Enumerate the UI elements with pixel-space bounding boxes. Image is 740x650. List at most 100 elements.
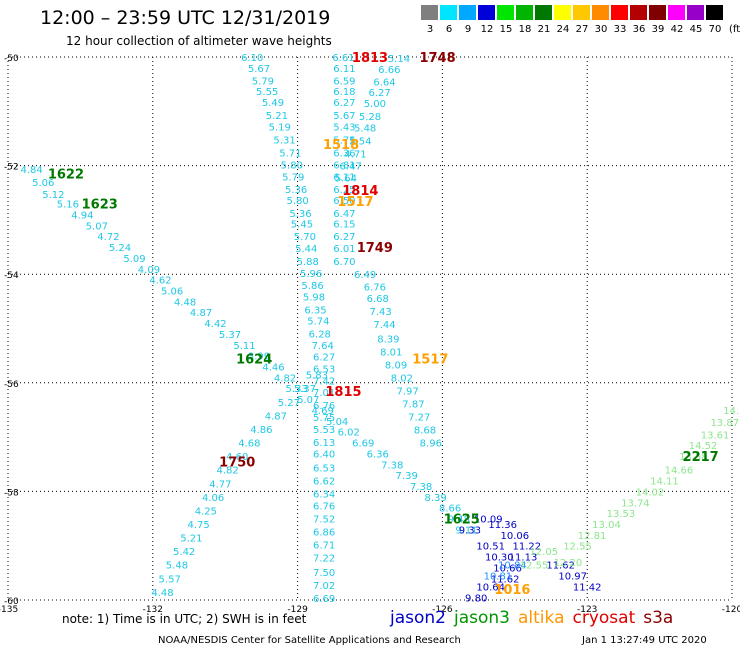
wave-height-label: 12.55 [520, 561, 549, 572]
wave-height-label: 4.82 [216, 466, 238, 477]
legend-swatch [459, 5, 476, 20]
wave-height-label: 14.02 [636, 487, 665, 498]
satellite-cryosat: cryosat [572, 608, 636, 628]
wave-height-label: 5.09 [123, 254, 145, 265]
wave-height-label: 6.36 [333, 149, 355, 160]
legend-swatch [592, 5, 609, 20]
wave-height-label: 5.49 [262, 98, 284, 109]
wave-height-label: 5.71 [279, 149, 301, 160]
pass-labels: 1813 5.146.666.646.275.005.285.485.544.71… [48, 51, 719, 598]
lon-tick-label: -126 [432, 605, 453, 615]
wave-height-label: 6.27 [333, 232, 355, 243]
pass-time-label: 1814 [342, 184, 378, 199]
wave-height-label: 5.79 [252, 76, 274, 87]
legend-label: 39 [651, 24, 665, 35]
wave-height-label: 6.86 [313, 528, 335, 539]
wave-height-label: 6.49 [354, 270, 376, 281]
pass-time-label: 1517 [412, 352, 448, 367]
satellite-jason2: jason2 [390, 608, 446, 628]
wave-height-label: 14.1 [723, 406, 740, 417]
wave-height-label: 9.33 [459, 525, 481, 536]
wave-height-label: 4.72 [97, 232, 119, 243]
pass-time-label: 1748 [419, 51, 455, 66]
wave-height-label: 4.48 [174, 297, 196, 308]
credit-line: NOAA/NESDIS Center for Satellite Applica… [158, 635, 461, 646]
wave-height-label: 5.55 [256, 87, 278, 98]
wave-height-label: 5.16 [57, 200, 79, 211]
wave-height-label: 6.18 [333, 87, 355, 98]
pass-time-label: 1622 [48, 168, 84, 183]
wave-height-label: 5.45 [291, 220, 313, 231]
wave-height-label: 5.42 [173, 547, 195, 558]
wave-height-label: 8.66 [439, 504, 461, 515]
wave-height-label: 11.62 [491, 574, 520, 585]
wave-height-label: 13.58 [679, 452, 708, 463]
wave-height-label: 5.96 [300, 269, 322, 280]
wave-height-label: 6.68 [367, 294, 389, 305]
wave-height-label: 11.13 [509, 553, 538, 564]
legend-label: 30 [594, 24, 608, 35]
legend-swatch [630, 5, 647, 20]
wave-height-label: 4.06 [202, 493, 224, 504]
wave-height-label: 5.24 [109, 243, 131, 254]
legend-swatch [497, 5, 514, 20]
legend-swatch [573, 5, 590, 20]
legend-label: 45 [689, 24, 703, 35]
wave-height-label: 7.87 [402, 399, 424, 410]
wave-height-label: 6.76 [313, 502, 335, 513]
wave-height-label: 5.75 [313, 413, 335, 424]
wave-height-label: 7.39 [396, 471, 418, 482]
lat-tick-label: -58 [4, 488, 19, 498]
wave-height-label: 4.42 [204, 319, 226, 330]
legend-label: 12 [480, 24, 494, 35]
wave-height-label: 5.21 [180, 534, 202, 545]
wave-height-label: 7.97 [397, 386, 419, 397]
wave-height-label: 10.64 [476, 582, 505, 593]
wave-height-label: 7.43 [369, 307, 391, 318]
wave-height-label: 5.33 [286, 384, 308, 395]
wave-height-label: 14.52 [689, 441, 718, 452]
wave-height-label: 10.97 [558, 572, 587, 583]
wave-height-label: 5.07 [86, 221, 108, 232]
generated-timestamp: Jan 1 13:27:49 UTC 2020 [582, 635, 707, 646]
map-subtitle: 12 hour collection of altimeter wave hei… [66, 34, 332, 48]
wave-height-label: 5.83 [306, 371, 328, 382]
satellite-jason3: jason3 [454, 608, 510, 628]
wave-height-label: 6.11 [333, 64, 355, 75]
wave-height-label: 5.00 [364, 99, 386, 110]
legend-label: 3 [426, 24, 434, 35]
wave-height-label: 14.66 [665, 466, 694, 477]
wave-height-label: 9.48 [448, 515, 470, 526]
wave-height-label: 6.15 [333, 220, 355, 231]
wave-height-label: 5.14 [388, 54, 410, 65]
wave-height-label: 5.06 [161, 286, 183, 297]
wave-height-label: 8.09 [385, 360, 407, 371]
wave-height-label: 7.22 [313, 554, 335, 565]
wave-height-label: 11.22 [513, 542, 542, 553]
wave-height-label: 13.87 [710, 418, 739, 429]
wave-height-label: 4.09 [138, 265, 160, 276]
wave-height-label: 7.38 [381, 460, 403, 471]
legend-swatch [668, 5, 685, 20]
pass-time-label: 1749 [357, 241, 393, 256]
legend-swatch [554, 5, 571, 20]
wave-height-label: 4.62 [149, 276, 171, 287]
wave-height-label: 4.86 [250, 425, 272, 436]
legend-label: 33 [613, 24, 627, 35]
legend-swatch [421, 5, 438, 20]
wave-height-label: 6.02 [338, 428, 360, 439]
wave-height-label: 4.82 [274, 373, 296, 384]
wave-height-label: 6.71 [313, 541, 335, 552]
wave-height-label: 6.01 [333, 244, 355, 255]
pass-time-label: 1815 [325, 385, 361, 400]
wave-height-label: 6.53 [313, 464, 335, 475]
wave-height-label: 6.27 [369, 88, 391, 99]
wave-height-label: 6.53 [313, 365, 335, 376]
wave-height-label: 4.94 [71, 210, 93, 221]
wave-height-label: 8.68 [414, 425, 436, 436]
legend-swatch [687, 5, 704, 20]
wave-height-label: 4.68 [238, 439, 260, 450]
lon-tick-label: -123 [577, 605, 597, 615]
wave-height-label: 5.74 [307, 316, 329, 327]
